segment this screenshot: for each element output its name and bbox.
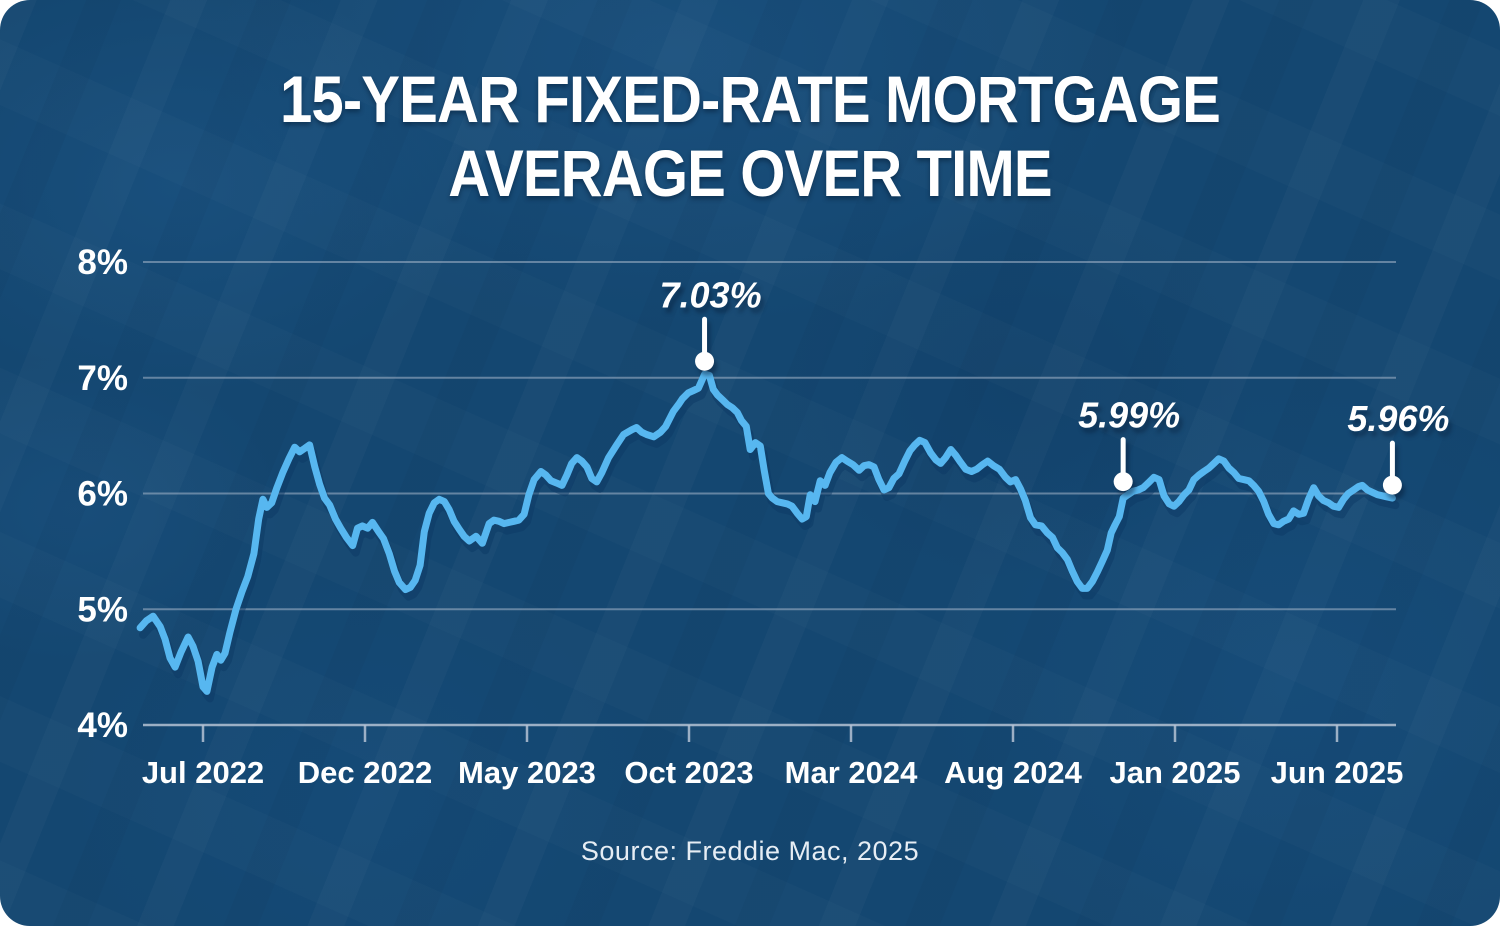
annotations: 7.03% 5.99% 5.96% xyxy=(660,274,1449,495)
x-axis-label: Jun 2025 xyxy=(1271,755,1404,790)
annotation-dot xyxy=(695,351,715,371)
x-axis-label: Dec 2022 xyxy=(298,755,432,790)
source-note: Source: Freddie Mac, 2025 xyxy=(580,836,920,866)
chart-title: 15-YEAR FIXED-RATE MORTGAGE AVERAGE OVER… xyxy=(90,62,1410,210)
x-axis-label: May 2023 xyxy=(458,755,596,790)
y-axis-label: 4% xyxy=(77,706,128,745)
x-axis-label: Aug 2024 xyxy=(944,755,1083,790)
x-axis-label: Oct 2023 xyxy=(624,755,753,790)
annotation-dot xyxy=(1382,475,1402,495)
x-axis-label: Jul 2022 xyxy=(142,755,264,790)
chart-title-line-1: 15-YEAR FIXED-RATE MORTGAGE xyxy=(279,62,1221,136)
rate-line xyxy=(136,370,1396,695)
rate-line-shadow xyxy=(139,377,1400,703)
annotation-dot xyxy=(1113,472,1133,492)
x-axis: Jul 2022 Dec 2022 May 2023 Oct 2023 Mar 2024… xyxy=(142,725,1404,790)
chart-title-line-2: AVERAGE OVER TIME xyxy=(448,136,1052,210)
gridlines-and-y-axis: 8% 7% 6% 5% 4% xyxy=(77,243,1396,745)
rate-line-group xyxy=(136,370,1400,703)
y-axis-label: 6% xyxy=(77,475,128,514)
y-axis-label: 5% xyxy=(77,590,128,629)
annotation-label: 5.96% xyxy=(1347,398,1449,439)
x-axis-label: Mar 2024 xyxy=(785,755,918,790)
annotation-label: 5.99% xyxy=(1078,395,1180,436)
x-axis-label: Jan 2025 xyxy=(1110,755,1241,790)
y-axis-label: 7% xyxy=(77,359,128,398)
y-axis-label: 8% xyxy=(77,243,128,282)
annotation-label: 7.03% xyxy=(660,274,762,315)
